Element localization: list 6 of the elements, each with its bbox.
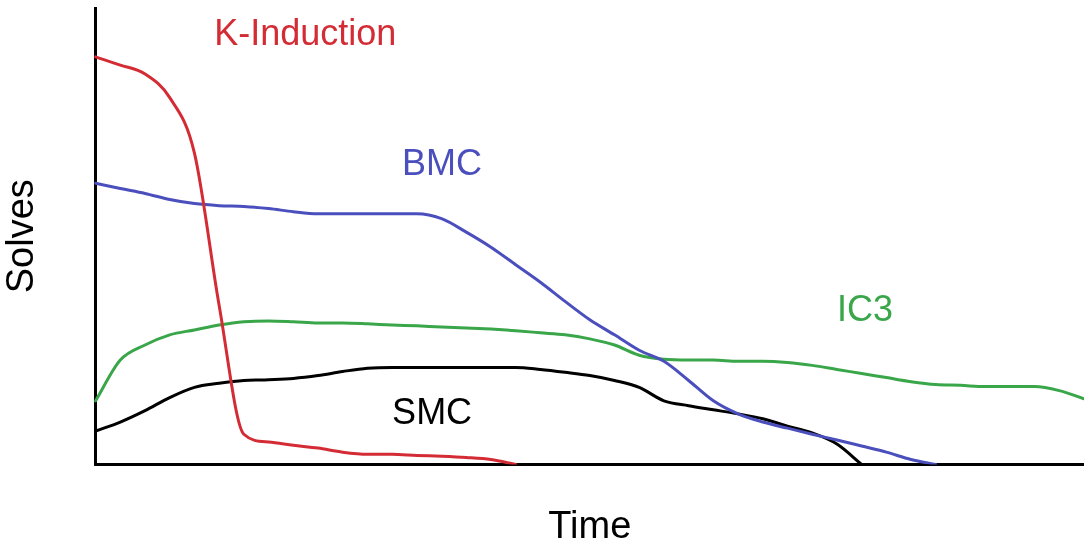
- x-axis-title: Time: [548, 503, 632, 546]
- series-label: K-Induction: [214, 12, 397, 54]
- series-label: IC3: [836, 288, 893, 330]
- series-label: BMC: [402, 142, 482, 184]
- y-axis-title: Solves: [0, 179, 42, 294]
- series-label: SMC: [392, 391, 473, 433]
